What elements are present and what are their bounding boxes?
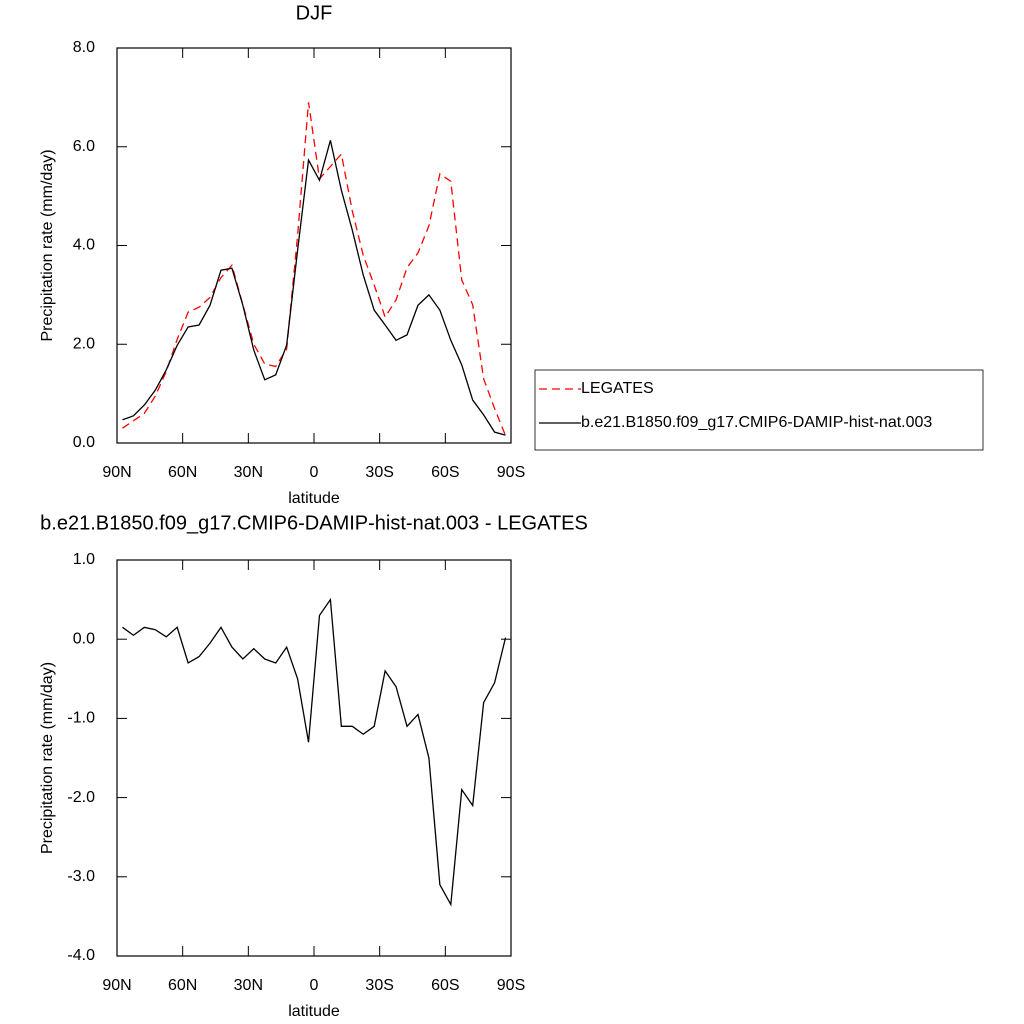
x-tick-label: 90N <box>102 464 131 481</box>
chart-title: b.e21.B1850.f09_g17.CMIP6-DAMIP-hist-nat… <box>40 512 588 534</box>
x-tick-label: 90S <box>497 464 525 481</box>
plot-frame <box>116 47 512 444</box>
x-tick-label: 0 <box>310 977 319 994</box>
y-tick-label: 0.0 <box>73 630 95 647</box>
y-axis-label: Precipitation rate (mm/day) <box>39 662 56 854</box>
x-tick-label: 30S <box>365 977 393 994</box>
x-tick-label: 60N <box>168 977 197 994</box>
x-tick-label: 90S <box>497 977 525 994</box>
legend-label: b.e21.B1850.f09_g17.CMIP6-DAMIP-hist-nat… <box>581 414 932 431</box>
legend-box <box>534 369 984 451</box>
x-tick-label: 0 <box>310 464 319 481</box>
x-tick-label: 30N <box>234 464 263 481</box>
y-tick-label: -1.0 <box>67 710 95 727</box>
x-axis-label: latitude <box>288 490 340 507</box>
y-tick-label: 0.0 <box>73 434 95 451</box>
data-line <box>122 102 507 436</box>
data-line <box>122 140 506 436</box>
x-tick-label: 30N <box>234 977 263 994</box>
legend-label: LEGATES <box>581 380 654 397</box>
x-tick-label: 30S <box>365 464 393 481</box>
x-tick-label: 60S <box>431 977 459 994</box>
x-tick-label: 60N <box>168 464 197 481</box>
chart-title: DJF <box>296 2 333 24</box>
y-axis-label: Precipitation rate (mm/day) <box>39 149 56 341</box>
y-tick-label: -2.0 <box>67 789 95 806</box>
y-tick-label: 4.0 <box>73 237 95 254</box>
y-tick-label: 2.0 <box>73 335 95 352</box>
y-tick-label: 1.0 <box>73 551 95 568</box>
x-axis-label: latitude <box>288 1003 340 1020</box>
y-tick-label: 8.0 <box>73 39 95 56</box>
plot-frame <box>116 559 512 957</box>
x-tick-label: 60S <box>431 464 459 481</box>
y-tick-label: 6.0 <box>73 138 95 155</box>
data-line <box>122 597 507 907</box>
y-tick-label: -4.0 <box>67 947 95 964</box>
x-tick-label: 90N <box>102 977 131 994</box>
y-tick-label: -3.0 <box>67 868 95 885</box>
